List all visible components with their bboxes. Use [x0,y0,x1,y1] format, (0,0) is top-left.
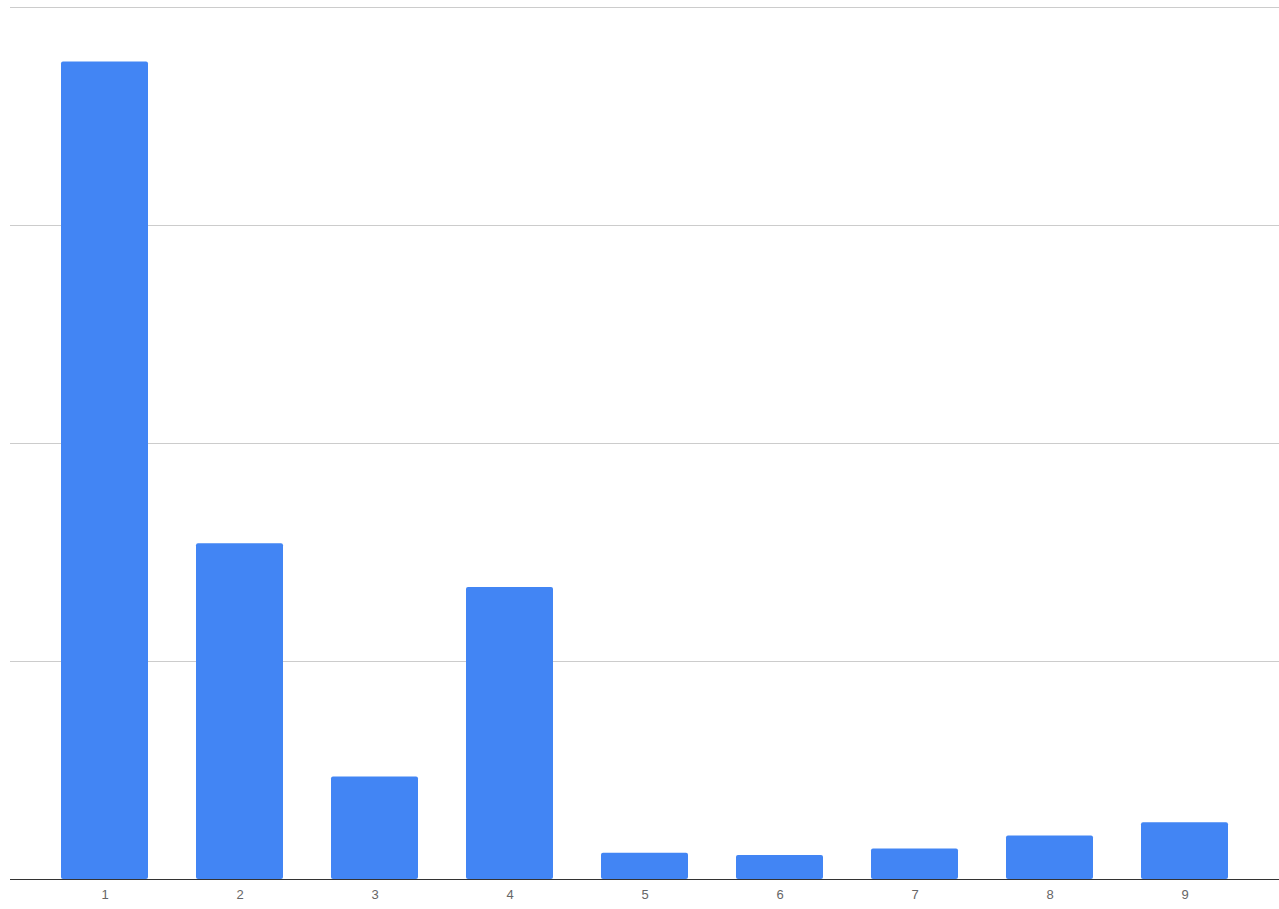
svg-text:1: 1 [101,887,108,902]
svg-text:4: 4 [506,887,513,902]
svg-text:6: 6 [776,887,783,902]
svg-text:3: 3 [371,887,378,902]
svg-text:9: 9 [1181,887,1188,902]
svg-text:2: 2 [236,887,243,902]
svg-text:8: 8 [1046,887,1053,902]
svg-text:5: 5 [641,887,648,902]
svg-text:7: 7 [911,887,918,902]
